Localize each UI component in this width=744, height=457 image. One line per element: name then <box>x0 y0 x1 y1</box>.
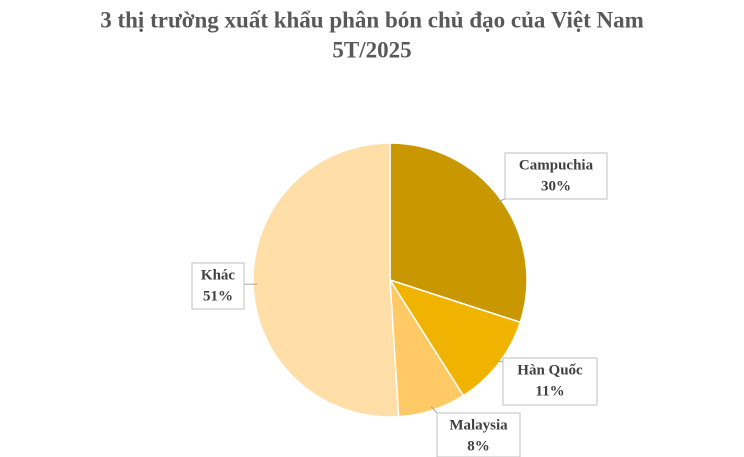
pie-slice <box>388 278 522 397</box>
label-box <box>191 262 245 310</box>
category-label: Hàn Quốc <box>517 362 583 378</box>
value-label: 8% <box>467 438 490 454</box>
label-box <box>436 412 521 457</box>
label-box <box>504 152 608 200</box>
value-label: 51% <box>203 288 233 304</box>
leader-line <box>497 198 506 203</box>
value-label: 11% <box>535 383 564 399</box>
label-box <box>502 357 598 406</box>
leader-line <box>430 406 438 414</box>
chart-title: 5T/2025 <box>332 37 411 62</box>
chart-title: 3 thị trường xuất khẩu phân bón chủ đạo … <box>100 7 644 32</box>
pie-slice <box>389 142 528 324</box>
value-label: 30% <box>541 178 571 194</box>
category-label: Khác <box>201 267 236 283</box>
category-label: Malaysia <box>449 417 508 433</box>
category-label: Campuchia <box>519 157 594 173</box>
